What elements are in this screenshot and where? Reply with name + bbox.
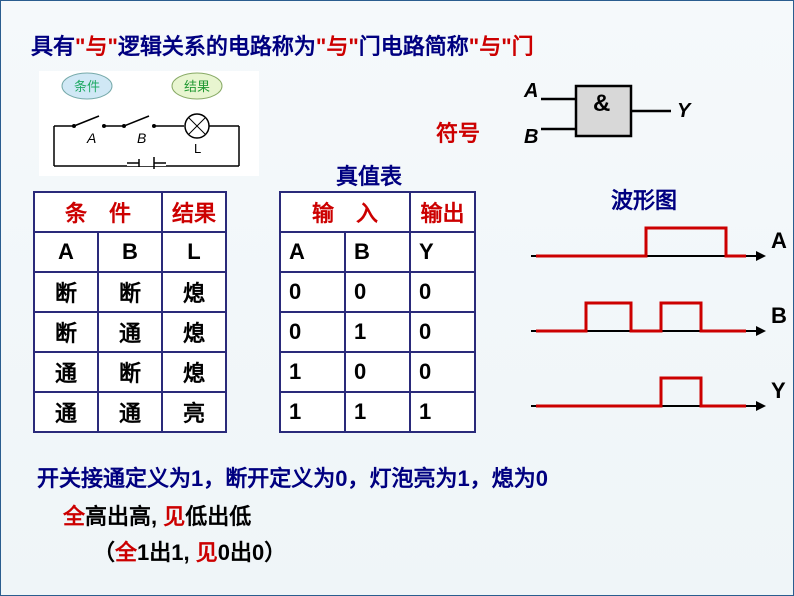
svg-text:条件: 条件 [74,79,100,94]
svg-text:&: & [593,90,610,117]
svg-text:A: A [523,81,538,102]
circuit-diagram: 条件 结果 A B L [39,71,259,176]
definition-text: 开关接通定义为1，断开定义为0，灯泡亮为1，熄为0 [37,461,548,493]
svg-text:A: A [771,228,787,253]
rule-text-1: 全高出高, 见低出低 [63,499,251,531]
truth-table-label: 真值表 [336,159,402,191]
svg-text:L: L [194,141,201,156]
waveform-diagram: A B Y [531,211,791,441]
symbol-label: 符号 [436,116,480,148]
svg-text:B: B [137,130,146,146]
svg-text:A: A [86,130,96,146]
svg-text:B: B [771,303,787,328]
page-title: 具有"与"逻辑关系的电路称为"与"门电路简称"与"门 [31,29,534,61]
svg-text:Y: Y [677,100,692,122]
truth-table: 输 入输出 ABY 000 010 100 111 [279,191,476,433]
condition-table: 条 件结果 ABL 断断熄 断通熄 通断熄 通通亮 [33,191,227,433]
svg-text:结果: 结果 [184,79,210,94]
rule-text-2: （全1出1, 见0出0） [93,535,286,567]
svg-text:Y: Y [771,378,786,403]
and-gate-symbol: A B & Y [521,81,701,151]
svg-text:B: B [524,126,538,148]
